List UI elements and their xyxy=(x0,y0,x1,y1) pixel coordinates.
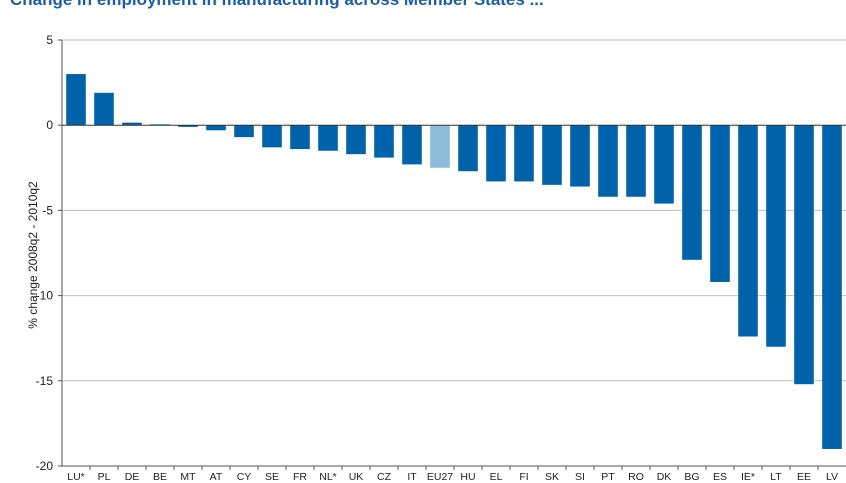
x-category-label: SK xyxy=(545,471,559,483)
x-category-labels: LU* PL DE BE MT AT CY SE FR NL* UK CZ IT EU27 HU EL FI SK… xyxy=(67,466,838,483)
bar-ro xyxy=(626,125,646,197)
chart-title-cropped: Change in employment in manufacturing ac… xyxy=(10,0,544,9)
x-category-label: BE xyxy=(153,471,167,483)
bar-ee xyxy=(794,125,814,385)
bar-cy xyxy=(234,125,254,138)
x-category-label: ES xyxy=(713,471,727,483)
x-category-label: SE xyxy=(265,471,279,483)
bar-eu27 xyxy=(430,125,450,168)
x-category-label: LT xyxy=(770,471,782,483)
y-tick-label: 0 xyxy=(46,118,53,132)
x-category-label: EL xyxy=(490,471,503,483)
bar-si xyxy=(570,125,590,187)
y-tick-labels: 5 0 -5 -10 -15 -20 xyxy=(36,33,62,473)
bar-uk xyxy=(346,125,366,155)
bar-cz xyxy=(374,125,394,158)
x-category-label: PT xyxy=(601,471,615,483)
x-category-label: FI xyxy=(519,471,528,483)
bar-pl xyxy=(94,92,114,126)
bar-hu xyxy=(458,125,478,172)
bar-de xyxy=(122,122,142,126)
x-category-label: NL* xyxy=(319,471,337,483)
bar-at xyxy=(206,125,226,131)
bars xyxy=(66,74,842,449)
x-category-label: EE xyxy=(797,471,811,483)
bar-fi xyxy=(514,125,534,182)
x-category-label: DE xyxy=(125,471,140,483)
x-category-label: LU* xyxy=(67,471,85,483)
x-category-label: HU xyxy=(460,471,475,483)
y-tick-label: -5 xyxy=(42,203,53,217)
x-category-label: FR xyxy=(293,471,307,483)
bar-dk xyxy=(654,125,674,204)
bar-es xyxy=(710,125,730,282)
x-category-label: LV xyxy=(826,471,838,483)
x-category-label: IT xyxy=(407,471,417,483)
x-category-label: IE* xyxy=(741,471,755,483)
bar-lv xyxy=(822,125,842,449)
x-category-label: CZ xyxy=(377,471,392,483)
bar-el xyxy=(486,125,506,182)
x-category-label: EU27 xyxy=(427,471,453,483)
y-tick-label: -10 xyxy=(36,289,54,303)
y-axis-label: % change 2008q2 - 2010q2 xyxy=(26,181,40,329)
bar-pt xyxy=(598,125,618,197)
x-category-label: UK xyxy=(349,471,364,483)
y-tick-label: 5 xyxy=(46,33,53,47)
x-category-label: PL xyxy=(98,471,111,483)
x-category-label: SI xyxy=(575,471,585,483)
bar-it xyxy=(402,125,422,165)
chart-title-strip: Change in employment in manufacturing ac… xyxy=(0,0,846,9)
x-category-label: DK xyxy=(657,471,672,483)
x-category-label: BG xyxy=(684,471,699,483)
y-tick-label: -20 xyxy=(36,459,54,473)
x-category-label: MT xyxy=(180,471,196,483)
bar-se xyxy=(262,125,282,148)
bar-ie xyxy=(738,125,758,337)
bar-mt xyxy=(178,125,198,127)
x-category-label: CY xyxy=(237,471,252,483)
bar-nl xyxy=(318,125,338,151)
bar-lt xyxy=(766,125,786,347)
bar-sk xyxy=(542,125,562,185)
x-category-label: RO xyxy=(628,471,644,483)
bar-fr xyxy=(290,125,310,150)
x-category-label: AT xyxy=(210,471,223,483)
y-tick-label: -15 xyxy=(36,374,54,388)
bar-bg xyxy=(682,125,702,260)
bar-lu xyxy=(66,74,86,126)
